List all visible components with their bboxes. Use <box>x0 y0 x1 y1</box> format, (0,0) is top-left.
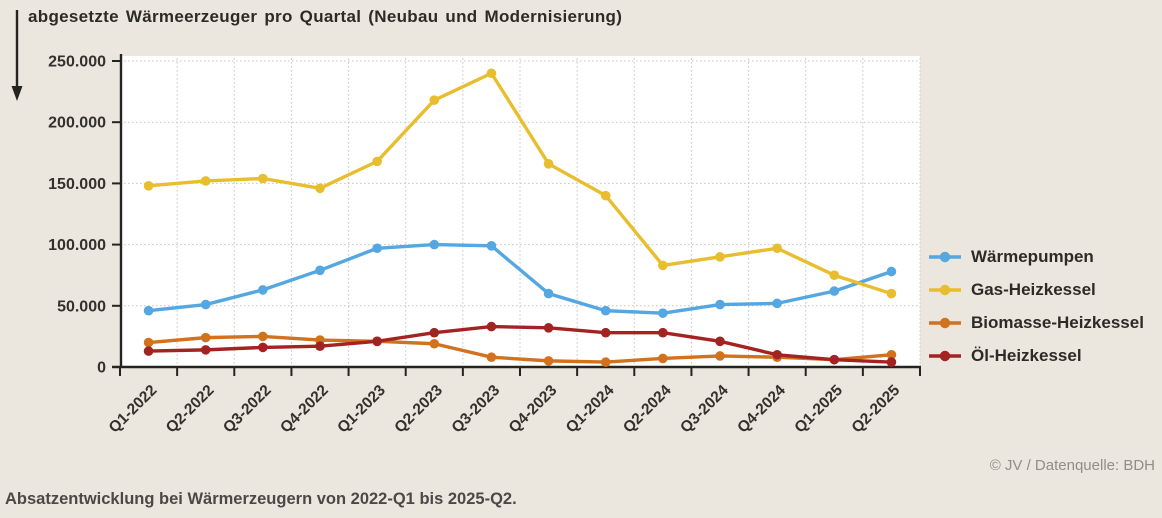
legend-label: Wärmepumpen <box>971 246 1094 266</box>
credit-text: © JV / Datenquelle: BDH <box>989 457 1155 474</box>
svg-text:Q3-2024: Q3-2024 <box>677 382 732 437</box>
svg-text:Q3-2022: Q3-2022 <box>220 382 275 437</box>
svg-text:250.000: 250.000 <box>48 54 106 71</box>
legend-marker-icon <box>929 284 961 295</box>
svg-text:150.000: 150.000 <box>48 176 106 193</box>
legend-marker-icon <box>929 251 961 262</box>
svg-text:200.000: 200.000 <box>48 115 106 132</box>
svg-text:50.000: 50.000 <box>57 298 106 315</box>
gridlines <box>120 58 921 367</box>
series-gas-heizkessel <box>143 68 897 299</box>
svg-text:Q1-2023: Q1-2023 <box>334 382 389 437</box>
svg-text:Q2-2024: Q2-2024 <box>620 382 675 437</box>
svg-text:Q2-2022: Q2-2022 <box>163 382 218 437</box>
legend-marker-icon <box>929 350 961 361</box>
svg-text:Q1-2025: Q1-2025 <box>791 382 846 437</box>
svg-text:Q3-2023: Q3-2023 <box>449 382 504 437</box>
legend-label: Gas-Heizkessel <box>971 279 1096 299</box>
legend-item: Öl-Heizkessel <box>928 339 1144 372</box>
legend-marker-icon <box>929 317 961 328</box>
svg-text:Q1-2022: Q1-2022 <box>106 382 161 437</box>
legend-label: Biomasse-Heizkessel <box>971 312 1144 332</box>
line-chart: 0 50.000 100.000 150.000 200.000 250.000 Q1-20… <box>48 54 921 437</box>
y-tick-labels: 0 50.000 100.000 150.000 200.000 250.000 <box>48 54 106 377</box>
svg-text:Q4-2023: Q4-2023 <box>506 382 561 437</box>
svg-text:Q4-2024: Q4-2024 <box>734 382 789 437</box>
legend-item: Wärmepumpen <box>928 240 1144 273</box>
caption-text: Absatzentwicklung bei Wärmerzeugern von … <box>5 490 517 508</box>
legend-label: Öl-Heizkessel <box>971 345 1082 365</box>
chart-legend: Wärmepumpen Gas-Heizkessel Biomasse-Heizke… <box>928 240 1144 372</box>
legend-item: Gas-Heizkessel <box>928 273 1144 306</box>
svg-text:Q2-2025: Q2-2025 <box>849 382 904 437</box>
svg-text:0: 0 <box>97 360 106 377</box>
svg-text:Q2-2023: Q2-2023 <box>391 382 446 437</box>
svg-text:100.000: 100.000 <box>48 237 106 254</box>
x-tick-labels: Q1-2022 Q2-2022 Q3-2022 Q4-2022 Q1-2023 Q2-20… <box>106 382 904 437</box>
down-arrow-icon <box>8 8 28 104</box>
series--l-heizkessel <box>143 321 897 367</box>
series-w-rmepumpen <box>143 239 897 318</box>
chart-title: abgesetzte Wärmeerzeuger pro Quartal (Ne… <box>28 7 623 26</box>
axes <box>112 54 921 376</box>
legend-item: Biomasse-Heizkessel <box>928 306 1144 339</box>
svg-text:Q4-2022: Q4-2022 <box>277 382 332 437</box>
svg-text:Q1-2024: Q1-2024 <box>563 382 618 437</box>
